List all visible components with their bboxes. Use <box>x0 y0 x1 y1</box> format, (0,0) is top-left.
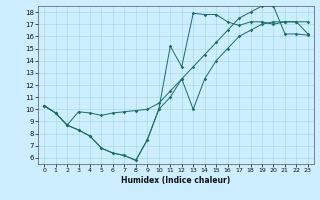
X-axis label: Humidex (Indice chaleur): Humidex (Indice chaleur) <box>121 176 231 185</box>
